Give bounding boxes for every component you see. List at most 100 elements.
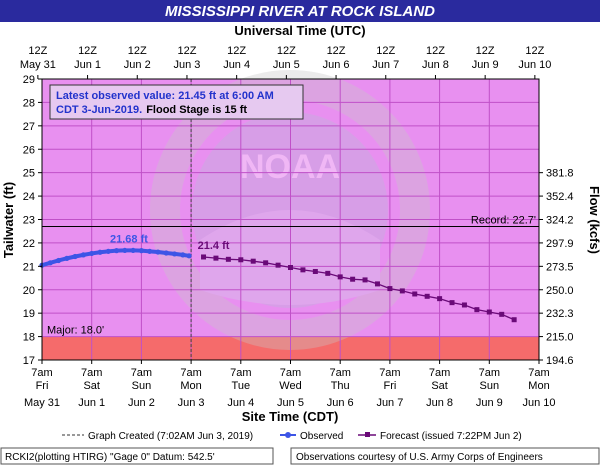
- forecast-point: [250, 258, 256, 264]
- top-tick-date: Jun 6: [323, 59, 350, 71]
- top-tick-time: 12Z: [476, 45, 495, 57]
- observed-point: [122, 247, 128, 254]
- y-tick-label: 28: [23, 97, 35, 109]
- record-label: Record: 22.7': [471, 215, 536, 227]
- y-tick-label: 17: [23, 355, 35, 367]
- x-tick-day: Sun: [480, 380, 500, 392]
- forecast-point: [511, 317, 517, 323]
- y-tick-label: 19: [23, 308, 35, 320]
- top-tick-date: Jun 5: [273, 59, 300, 71]
- x-tick-date: May 31: [24, 397, 60, 409]
- forecast-point: [374, 281, 380, 287]
- footer-left-box: [0, 447, 274, 465]
- flow-tick-label: 273.5: [546, 261, 574, 273]
- y-tick-label: 25: [23, 168, 35, 180]
- forecast-point: [399, 288, 405, 294]
- top-tick-time: 12Z: [525, 45, 544, 57]
- footer-datum: RCKI2(plotting HTIRG) "Gage 0" Datum: 54…: [5, 452, 215, 463]
- forecast-point: [474, 307, 480, 313]
- legend-observed: Observed: [300, 431, 343, 442]
- x-tick-time: 7am: [81, 367, 102, 379]
- y-tick-label: 23: [23, 215, 35, 227]
- y-tick-label: 20: [23, 285, 35, 297]
- observed-point: [130, 247, 136, 254]
- top-tick-time: 12Z: [78, 45, 97, 57]
- top-tick-time: 12Z: [376, 45, 395, 57]
- major-label: Major: 18.0': [47, 325, 104, 337]
- x-tick-time: 7am: [180, 367, 201, 379]
- forecast-point: [201, 254, 207, 260]
- x-tick-date: Jun 3: [178, 397, 205, 409]
- y-axis-title: Tailwater (ft): [1, 182, 16, 258]
- right-axis-ticks: 194.6 215.0 232.3 250.0 273.5 297.9 324.2 352.4…: [539, 168, 574, 367]
- y-tick-label: 24: [23, 191, 35, 203]
- observed-point: [113, 248, 120, 254]
- top-tick-time: 12Z: [128, 45, 147, 57]
- flood-stage-text: CDT 3-Jun-2019. Flood Stage is 15 ft: [56, 104, 247, 116]
- forecast-point: [275, 262, 281, 268]
- flow-tick-label: 297.9: [546, 238, 574, 250]
- top-tick-date: Jun 2: [124, 59, 151, 71]
- x-tick-time: 7am: [329, 367, 350, 379]
- x-tick-day: Wed: [279, 380, 301, 392]
- observed-point: [64, 255, 70, 261]
- top-tick-date: Jun 3: [173, 59, 200, 71]
- top-tick-time: 12Z: [327, 45, 346, 57]
- x-tick-day: Sat: [83, 380, 100, 392]
- top-axis-ticks: 12Z May 31 12Z Jun 1 12Z Jun 2 12Z Jun 3 12Z Jun …: [20, 45, 551, 79]
- y-tick-label: 26: [23, 144, 35, 156]
- flow-tick-label: 194.6: [546, 355, 574, 367]
- x-tick-date: Jun 5: [277, 397, 304, 409]
- footer-credit: Observations courtesy of U.S. Army Corps…: [296, 452, 543, 463]
- forecast-point: [300, 267, 306, 273]
- observed-point: [55, 257, 62, 264]
- forecast-point: [337, 274, 343, 280]
- observed-point: [180, 252, 186, 258]
- x-tick-time: 7am: [379, 367, 400, 379]
- flow-tick-label: 352.4: [546, 191, 574, 203]
- x-tick-time: 7am: [230, 367, 251, 379]
- bottom-axis-ticks: 7amFri7amSat7amSun7amMon7amTue7amWed7amT…: [24, 360, 556, 409]
- forecast-point: [213, 255, 219, 261]
- y-tick-label: 22: [23, 238, 35, 250]
- x-tick-day: Fri: [383, 380, 396, 392]
- y-tick-label: 29: [23, 74, 35, 86]
- observed-point: [138, 248, 144, 254]
- record-line: Record: 22.7' Major: 18.0': [42, 215, 539, 337]
- top-tick-date: Jun 7: [372, 59, 399, 71]
- y-tick-label: 27: [23, 121, 35, 133]
- observed-point: [155, 249, 161, 255]
- x-tick-date: Jun 2: [128, 397, 155, 409]
- forecast-point: [225, 256, 231, 262]
- observed-point: [47, 260, 53, 266]
- x-tick-date: Jun 7: [376, 397, 403, 409]
- x-tick-day: Sat: [431, 380, 448, 392]
- top-tick-date: May 31: [20, 59, 56, 71]
- x-tick-day: Tue: [232, 380, 251, 392]
- latest-observed-text: Latest observed value: 21.45 ft at 6:00 …: [56, 90, 274, 102]
- x-axis-title: Site Time (CDT): [242, 409, 339, 424]
- observed-point: [89, 250, 95, 257]
- flow-tick-label: 232.3: [546, 308, 574, 320]
- top-tick-time: 12Z: [277, 45, 296, 57]
- x-tick-date: Jun 8: [426, 397, 453, 409]
- top-tick-time: 12Z: [227, 45, 246, 57]
- y2-axis-title: Flow (kcfs): [587, 186, 600, 254]
- legend-created: Graph Created (7:02AM Jun 3, 2019): [88, 431, 253, 442]
- x-tick-date: Jun 4: [227, 397, 254, 409]
- forecast-point: [449, 300, 455, 306]
- footer-right-box: [290, 447, 600, 465]
- top-tick-time: 12Z: [177, 45, 196, 57]
- forecast-series: 21.4 ft: [198, 240, 517, 323]
- x-tick-time: 7am: [280, 367, 301, 379]
- forecast-point: [387, 286, 393, 292]
- observed-series: 21.68 ft: [39, 233, 192, 268]
- forecast-point: [350, 276, 356, 282]
- x-tick-day: Sun: [132, 380, 152, 392]
- forecast-point: [362, 277, 368, 283]
- forecast-first-label: 21.4 ft: [198, 240, 230, 252]
- observed-point: [72, 253, 78, 260]
- forecast-point: [486, 309, 492, 315]
- title-bar: [0, 0, 600, 22]
